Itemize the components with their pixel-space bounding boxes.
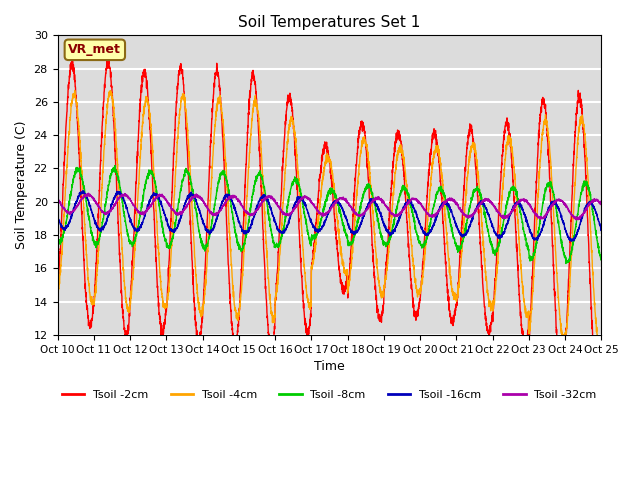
- Tsoil -4cm: [383, 272, 390, 277]
- Y-axis label: Soil Temperature (C): Soil Temperature (C): [15, 121, 28, 250]
- Tsoil -4cm: [71, 88, 79, 94]
- Tsoil -2cm: [597, 354, 605, 360]
- Tsoil -8cm: [54, 236, 61, 242]
- Tsoil -8cm: [170, 228, 178, 233]
- Tsoil -8cm: [111, 163, 119, 168]
- Tsoil -32cm: [392, 213, 400, 218]
- Tsoil -8cm: [546, 179, 554, 185]
- Tsoil -16cm: [54, 216, 61, 221]
- Tsoil -4cm: [205, 216, 213, 221]
- Tsoil -2cm: [392, 140, 400, 146]
- Tsoil -8cm: [383, 241, 390, 247]
- Line: Tsoil -32cm: Tsoil -32cm: [58, 193, 601, 220]
- Tsoil -8cm: [597, 256, 605, 262]
- Tsoil -16cm: [568, 238, 575, 244]
- Line: Tsoil -16cm: Tsoil -16cm: [58, 191, 601, 241]
- Tsoil -2cm: [170, 144, 178, 150]
- X-axis label: Time: Time: [314, 360, 345, 373]
- Tsoil -4cm: [170, 194, 178, 200]
- Tsoil -2cm: [593, 384, 601, 390]
- Tsoil -8cm: [562, 261, 570, 266]
- Text: VR_met: VR_met: [68, 43, 121, 56]
- Tsoil -16cm: [392, 224, 400, 230]
- Tsoil -8cm: [597, 257, 605, 263]
- Tsoil -4cm: [546, 148, 554, 154]
- Tsoil -32cm: [54, 196, 61, 202]
- Title: Soil Temperatures Set 1: Soil Temperatures Set 1: [238, 15, 420, 30]
- Tsoil -4cm: [54, 292, 61, 298]
- Tsoil -32cm: [546, 207, 554, 213]
- Tsoil -8cm: [205, 234, 213, 240]
- Tsoil -8cm: [392, 206, 400, 212]
- Tsoil -4cm: [392, 166, 400, 172]
- Tsoil -16cm: [597, 228, 605, 234]
- Tsoil -2cm: [105, 55, 113, 61]
- Line: Tsoil -8cm: Tsoil -8cm: [58, 166, 601, 264]
- Line: Tsoil -2cm: Tsoil -2cm: [58, 58, 601, 387]
- Tsoil -16cm: [597, 226, 605, 232]
- Tsoil -2cm: [546, 175, 554, 181]
- Line: Tsoil -4cm: Tsoil -4cm: [58, 91, 601, 348]
- Tsoil -32cm: [84, 191, 92, 196]
- Tsoil -2cm: [205, 163, 213, 169]
- Tsoil -32cm: [597, 202, 605, 207]
- Tsoil -16cm: [170, 229, 178, 235]
- Tsoil -4cm: [595, 345, 603, 351]
- Tsoil -32cm: [383, 203, 390, 209]
- Tsoil -4cm: [597, 341, 605, 347]
- Tsoil -2cm: [383, 262, 390, 268]
- Tsoil -32cm: [205, 207, 213, 213]
- Tsoil -32cm: [573, 217, 580, 223]
- Legend: Tsoil -2cm, Tsoil -4cm, Tsoil -8cm, Tsoil -16cm, Tsoil -32cm: Tsoil -2cm, Tsoil -4cm, Tsoil -8cm, Tsoi…: [58, 385, 601, 404]
- Tsoil -4cm: [597, 342, 605, 348]
- Tsoil -2cm: [597, 349, 605, 355]
- Tsoil -16cm: [546, 204, 554, 210]
- Tsoil -16cm: [383, 227, 390, 232]
- Tsoil -16cm: [205, 230, 213, 236]
- Tsoil -16cm: [79, 188, 87, 193]
- Tsoil -32cm: [170, 209, 178, 215]
- Tsoil -2cm: [54, 289, 61, 295]
- Tsoil -32cm: [597, 202, 605, 208]
